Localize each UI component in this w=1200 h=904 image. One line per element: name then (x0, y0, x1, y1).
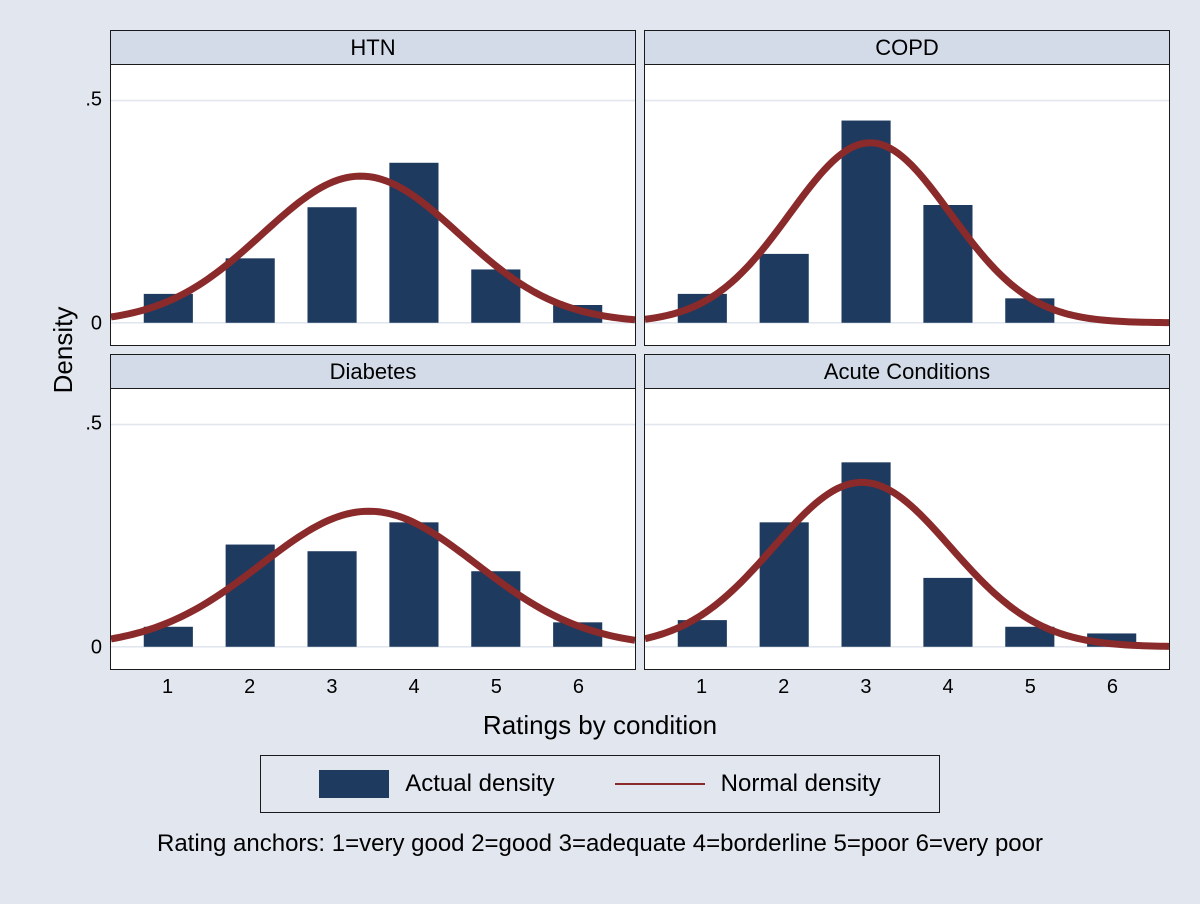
bar (760, 254, 809, 323)
panel-body (111, 389, 635, 669)
x-axis-ticks: 1 2 3 4 5 6 1 2 3 4 5 6 (110, 674, 1170, 704)
panel-svg (645, 389, 1169, 669)
x-axis-title: Ratings by condition (0, 710, 1200, 741)
x-ticks-left: 1 2 3 4 5 6 (110, 674, 636, 704)
legend-swatch-line (615, 783, 705, 785)
bar (226, 258, 275, 322)
bar (308, 207, 357, 323)
legend-label-bar: Actual density (405, 770, 554, 798)
bar (923, 205, 972, 323)
x-tick-label: 4 (943, 676, 954, 699)
panel-acute-conditions: Acute Conditions (644, 354, 1170, 670)
bar (923, 578, 972, 647)
panel-svg (111, 65, 635, 345)
x-tick-label: 3 (860, 676, 871, 699)
legend-swatch-bar (319, 770, 389, 798)
panel-diabetes: Diabetes (110, 354, 636, 670)
x-tick-label: 1 (696, 676, 707, 699)
x-tick-label: 6 (1107, 676, 1118, 699)
y-tick-label: 0 (91, 636, 102, 659)
legend-item-bar: Actual density (319, 770, 554, 798)
bar (308, 551, 357, 647)
legend-item-line: Normal density (615, 770, 881, 798)
y-axis-ticks: 0 0 .5 .5 (60, 30, 110, 670)
panel-body (645, 389, 1169, 669)
x-tick-label: 5 (1025, 676, 1036, 699)
legend: Actual density Normal density (260, 755, 940, 813)
x-tick-label: 2 (778, 676, 789, 699)
panel-body (111, 65, 635, 345)
panel-svg (111, 389, 635, 669)
plot-grid: HTN COPD Diabetes Acute Conditions (110, 30, 1170, 670)
y-tick-label: .5 (85, 88, 102, 111)
panel-htn: HTN (110, 30, 636, 346)
figure-caption: Rating anchors: 1=very good 2=good 3=ade… (0, 830, 1200, 858)
figure-container: Density 00.5.5 HTNCOPDDiabetesAcute Cond… (0, 0, 1200, 904)
panel-body (645, 65, 1169, 345)
x-ticks-right: 1 2 3 4 5 6 (644, 674, 1170, 704)
panel-title: HTN (111, 31, 635, 65)
panel-title: COPD (645, 31, 1169, 65)
x-tick-label: 4 (409, 676, 420, 699)
bar (389, 522, 438, 646)
x-tick-label: 5 (491, 676, 502, 699)
x-tick-label: 1 (162, 676, 173, 699)
legend-label-line: Normal density (721, 770, 881, 798)
bar (760, 522, 809, 646)
panel-svg (645, 65, 1169, 345)
normal-curve (111, 511, 635, 640)
panel-title: Acute Conditions (645, 355, 1169, 389)
panel-copd: COPD (644, 30, 1170, 346)
x-tick-label: 3 (326, 676, 337, 699)
y-tick-label: 0 (91, 312, 102, 335)
panel-title: Diabetes (111, 355, 635, 389)
x-tick-label: 2 (244, 676, 255, 699)
y-tick-label: .5 (85, 412, 102, 435)
x-tick-label: 6 (573, 676, 584, 699)
